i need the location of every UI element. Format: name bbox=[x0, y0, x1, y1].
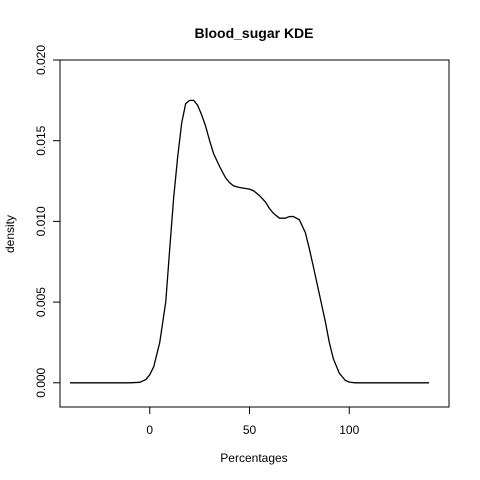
x-tick-label: 50 bbox=[243, 423, 257, 437]
y-axis-label: density bbox=[3, 215, 17, 253]
chart-title: Blood_sugar KDE bbox=[194, 25, 313, 41]
y-tick-label: 0.005 bbox=[34, 287, 48, 317]
y-tick-label: 0.015 bbox=[34, 125, 48, 155]
y-axis: 0.000 0.005 0.010 0.015 0.020 bbox=[34, 45, 61, 398]
x-tick-label: 100 bbox=[339, 423, 359, 437]
y-tick-label: 0.020 bbox=[34, 45, 48, 75]
y-tick-label: 0.010 bbox=[34, 206, 48, 236]
x-axis: 0 50 100 bbox=[146, 406, 360, 437]
x-axis-label: Percentages bbox=[220, 451, 287, 465]
kde-density-line bbox=[69, 99, 430, 384]
x-tick-label: 0 bbox=[146, 423, 153, 437]
y-tick-label: 0.000 bbox=[34, 367, 48, 397]
